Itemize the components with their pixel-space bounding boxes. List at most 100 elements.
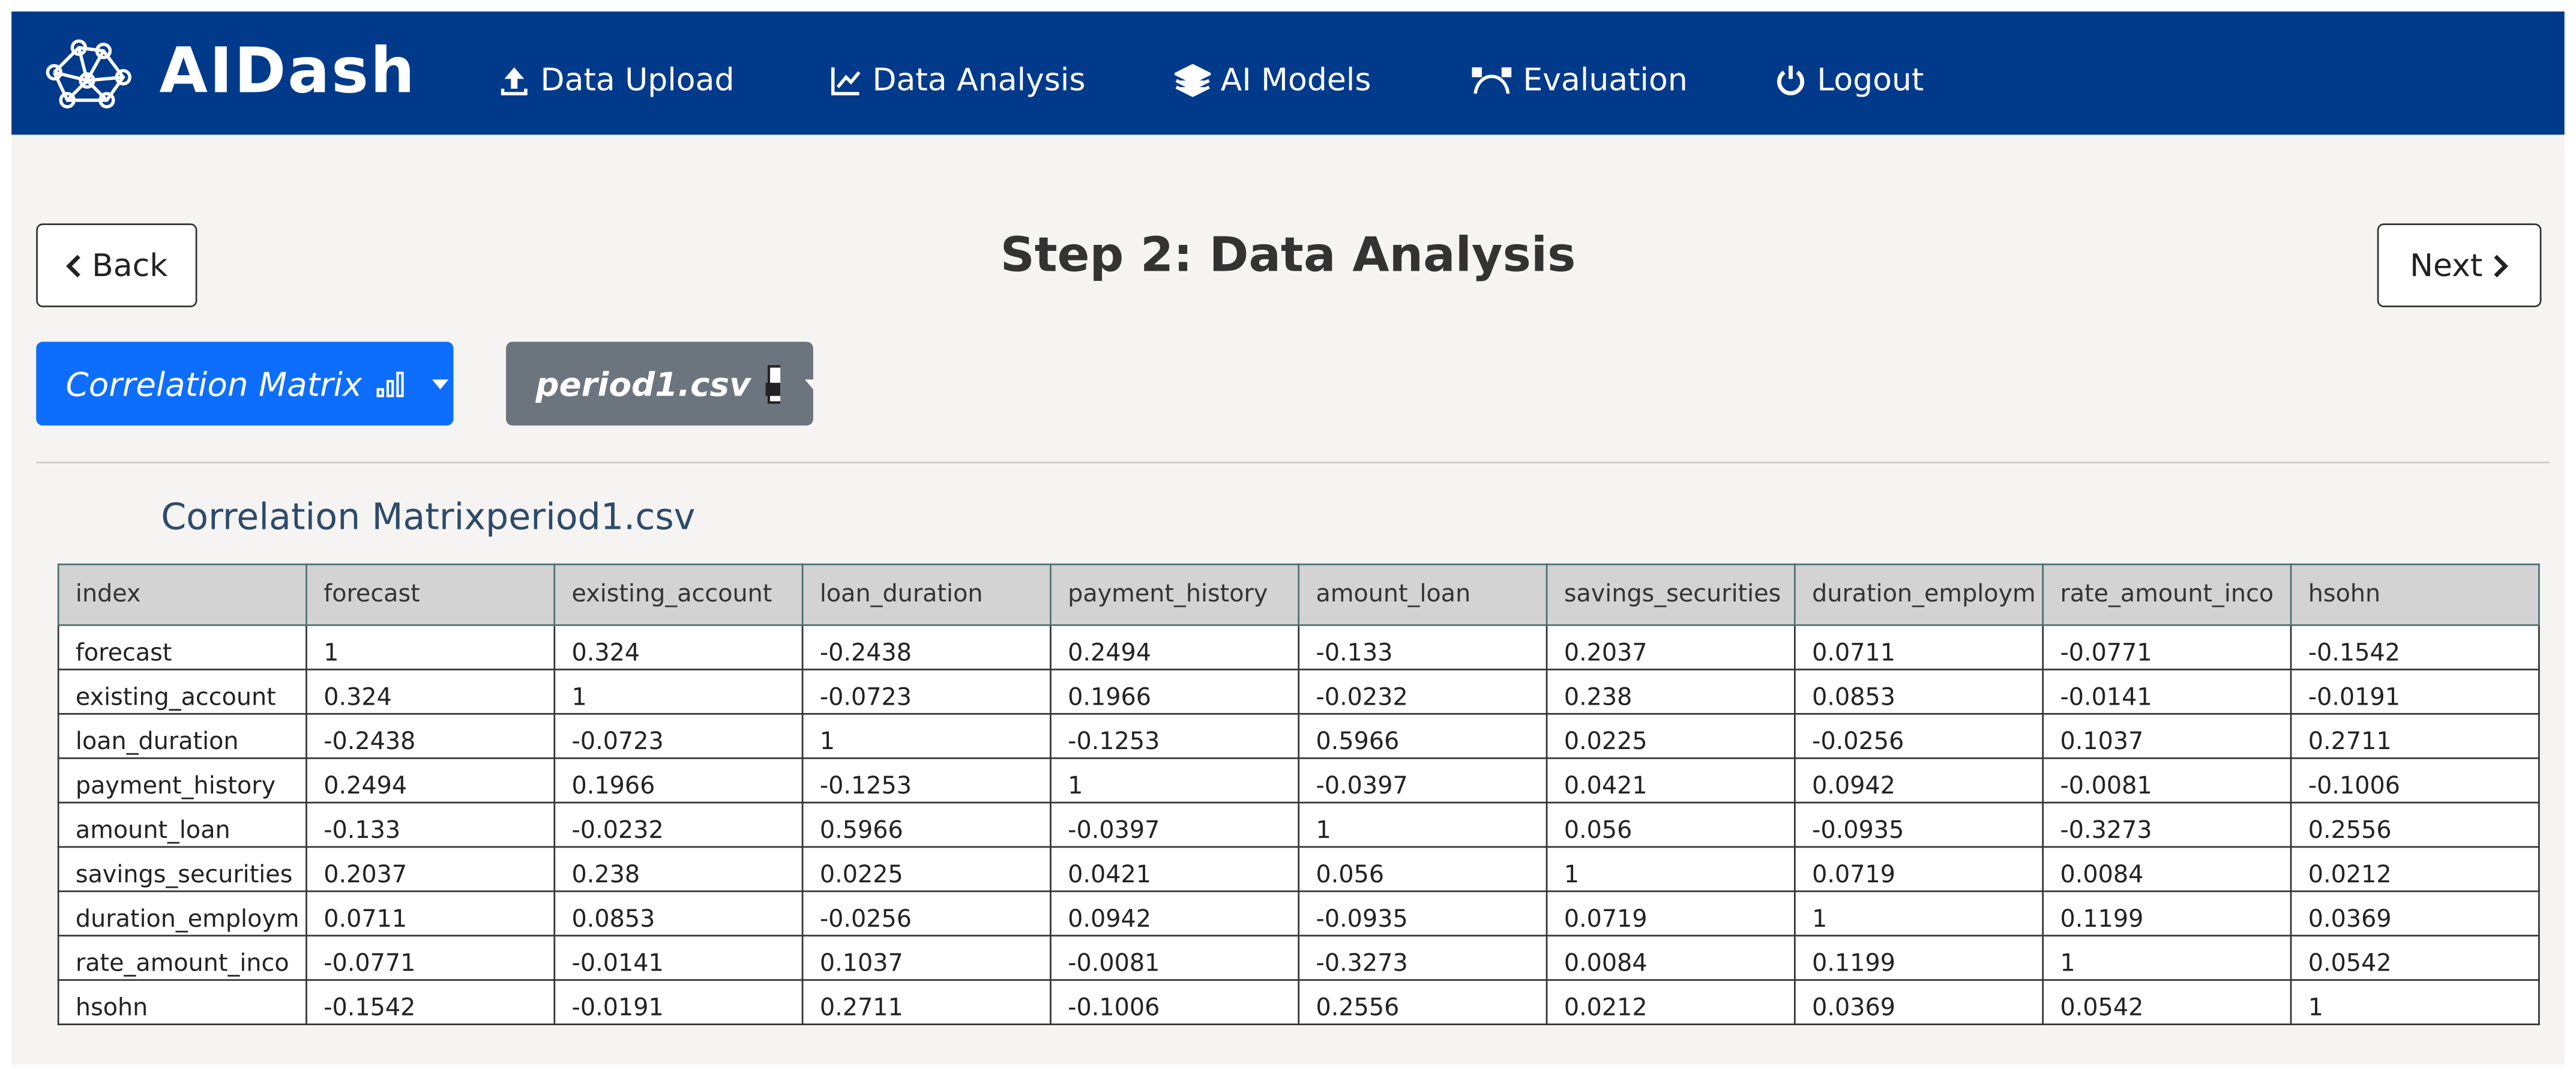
cell: -0.3273 <box>2042 801 2292 848</box>
cell: 0.2494 <box>1050 624 1300 670</box>
cell: -0.1542 <box>305 979 556 1026</box>
cell: 0.0942 <box>1050 890 1300 937</box>
cell: -0.0232 <box>553 801 804 848</box>
cell: 0.1037 <box>2042 712 2292 759</box>
cell: 0.0225 <box>801 846 1052 893</box>
cell: 1 <box>1298 801 1548 848</box>
cell: 0.2556 <box>1298 979 1548 1026</box>
cell: 0.5966 <box>1298 712 1548 759</box>
cell: -0.0191 <box>2290 669 2540 715</box>
next-button[interactable]: Next <box>2377 223 2542 307</box>
nav-link[interactable]: Data Analysis <box>829 62 1085 98</box>
brand-logo <box>46 39 131 109</box>
cell: -0.0232 <box>1298 669 1548 715</box>
cell: 0.0719 <box>1545 890 1796 937</box>
row-label: duration_employm <box>57 890 307 937</box>
cell: 1 <box>2290 979 2540 1026</box>
cell: 0.1966 <box>553 757 804 804</box>
chevron-right <box>2494 254 2509 277</box>
cell: -0.1542 <box>2290 624 2540 670</box>
dropdown-text: Correlation Matrix <box>65 364 363 403</box>
csv-icon <box>765 364 781 403</box>
cell: 0.0853 <box>1794 669 2044 715</box>
cell: 0.0711 <box>305 890 556 937</box>
cell: 0.0542 <box>2042 979 2292 1026</box>
cell: 0.5966 <box>801 801 1052 848</box>
cell: 1 <box>801 712 1052 759</box>
table-row: duration_employm 0.0711 0.0853 -0.0256 0.094… <box>57 890 2540 937</box>
cell: 0.0542 <box>2290 935 2540 981</box>
table-title: Correlation Matrixperiod1.csv <box>161 498 696 539</box>
cell: -0.2438 <box>305 712 556 759</box>
back-button[interactable]: Back <box>36 223 197 307</box>
cell: 0.2494 <box>305 757 556 804</box>
power-icon <box>1777 65 1805 95</box>
table-body: forecast 1 0.324 -0.2438 0.2494 -0.133 0.2037 0… <box>57 624 2540 1026</box>
cell: 0.2711 <box>2290 712 2540 759</box>
cell: -0.0771 <box>2042 624 2292 670</box>
cell: 0.2037 <box>1545 624 1796 670</box>
cell: 0.056 <box>1545 801 1796 848</box>
caret <box>432 378 450 389</box>
row-label: forecast <box>57 624 307 670</box>
nav-link[interactable]: AI Models <box>1175 62 1371 98</box>
column-header: duration_employm <box>1794 563 2044 626</box>
analysis-dropdown[interactable]: Correlation Matrix <box>36 342 454 426</box>
cell: 1 <box>553 669 804 715</box>
button-text: Back <box>92 247 168 284</box>
cell: -0.3273 <box>1298 935 1548 981</box>
file-dropdown[interactable]: period1.csv <box>506 342 813 426</box>
cell: -0.1253 <box>801 757 1052 804</box>
cell: 1 <box>2042 935 2292 981</box>
row-label: amount_loan <box>57 801 307 848</box>
caret <box>805 378 813 388</box>
nav-link[interactable]: Logout <box>1774 62 1924 98</box>
cell: 0.1199 <box>1794 935 2044 981</box>
row-label: loan_duration <box>57 712 307 759</box>
cell: 0.2037 <box>305 846 556 893</box>
row-label: payment_history <box>57 757 307 804</box>
table-row: hsohn -0.1542 -0.0191 0.2711 -0.1006 0.2556 0.… <box>57 979 2540 1026</box>
cell: -0.1253 <box>1050 712 1300 759</box>
cell: -0.2438 <box>801 624 1052 670</box>
cell: 0.0942 <box>1794 757 2044 804</box>
cell: 1 <box>1794 890 2044 937</box>
chevron-left <box>65 254 80 277</box>
page-title: Step 2: Data Analysis <box>1000 226 1576 283</box>
cell: 0.0212 <box>2290 846 2540 893</box>
brand[interactable]: AIDash <box>159 34 417 107</box>
cell: 1 <box>1545 846 1796 893</box>
nav-text: Evaluation <box>1523 62 1688 99</box>
column-header: forecast <box>305 563 556 626</box>
column-header: amount_loan <box>1298 563 1548 626</box>
cell: -0.0723 <box>553 712 804 759</box>
cell: 0.0369 <box>1794 979 2044 1026</box>
column-header: index <box>57 563 307 626</box>
cell: 0.324 <box>553 624 804 670</box>
cell: 0.324 <box>305 669 556 715</box>
cell: -0.0935 <box>1298 890 1548 937</box>
cell: 0.0853 <box>553 890 804 937</box>
correlation-table: index forecast existing_account loan_durati… <box>57 563 2540 1026</box>
nav-link[interactable]: Data Upload <box>498 62 734 98</box>
cell: 0.0711 <box>1794 624 2044 670</box>
cell: 0.0084 <box>2042 846 2292 893</box>
table-row: existing_account 0.324 1 -0.0723 0.1966 -0.02… <box>57 669 2540 715</box>
cell: -0.0141 <box>2042 669 2292 715</box>
cell: -0.133 <box>305 801 556 848</box>
column-header: savings_securities <box>1545 563 1796 626</box>
table-row: savings_securities 0.2037 0.238 0.0225 0.042… <box>57 846 2540 893</box>
cell: 0.0225 <box>1545 712 1796 759</box>
header-row: index forecast existing_account loan_durati… <box>57 563 2540 626</box>
column-header: existing_account <box>553 563 804 626</box>
column-header: payment_history <box>1050 563 1300 626</box>
row-label: existing_account <box>57 669 307 715</box>
upload-icon <box>501 67 528 95</box>
nav-link[interactable]: Evaluation <box>1470 62 1688 98</box>
cell: -0.133 <box>1298 624 1548 670</box>
divider <box>36 462 2550 463</box>
cell: 0.0369 <box>2290 890 2540 937</box>
row-label: savings_securities <box>57 846 307 893</box>
table-row: payment_history 0.2494 0.1966 -0.1253 1 -0.03… <box>57 757 2540 804</box>
